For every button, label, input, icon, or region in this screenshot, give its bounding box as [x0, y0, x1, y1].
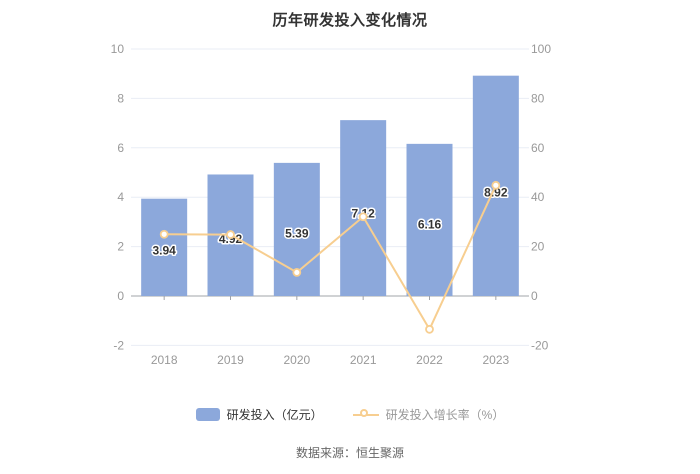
bar-value-label: 6.16: [418, 217, 442, 231]
y-axis-label-right: 60: [531, 141, 545, 155]
legend-label-growth-rate: 研发投入增长率（%）: [385, 408, 505, 422]
growth-point-2018: [159, 229, 169, 239]
growth-point-2019: [226, 230, 235, 239]
y-axis-label-right: 20: [531, 240, 545, 254]
growth-point-2022: [425, 324, 434, 334]
chart-title: 历年研发投入变化情况: [272, 12, 428, 29]
y-axis-label-left: 10: [111, 42, 125, 56]
growth-point-2020: [292, 268, 302, 277]
growth-line: [163, 184, 497, 331]
y-axis-label-right: 100: [531, 42, 551, 56]
y-axis-label-left: -2: [113, 338, 124, 352]
x-axis-label: 2022: [416, 353, 443, 367]
y-axis-label-left: 4: [117, 190, 124, 204]
y-axis-label-left: 0: [117, 289, 124, 303]
legend: 研发投入（亿元） 研发投入增长率（%）: [0, 406, 700, 423]
legend-item-rd-investment[interactable]: 研发投入（亿元）: [195, 406, 323, 423]
line-circle-icon: [352, 408, 379, 422]
y-axis-label-right: 40: [531, 190, 545, 204]
y-axis-label-left: 2: [117, 240, 124, 254]
legend-label-rd-investment: 研发投入（亿元）: [226, 408, 323, 422]
bar-2018: [141, 198, 188, 296]
growth-point-2023: [491, 180, 501, 190]
data-source: 数据来源：恒生聚源: [295, 446, 404, 460]
x-axis-label: 2020: [283, 353, 310, 367]
x-axis-label: 2018: [151, 353, 178, 367]
x-axis-label: 2019: [217, 353, 244, 367]
bar-value-label: 5.39: [285, 226, 309, 240]
bar-swatch-icon: [195, 408, 220, 421]
bar-2021: [340, 120, 387, 296]
legend-item-growth-rate[interactable]: 研发投入增长率（%）: [352, 406, 505, 423]
x-axis-label: 2021: [350, 353, 377, 367]
y-axis-label-right: 80: [531, 91, 545, 105]
bar-2022: [406, 143, 453, 296]
bar-value-label: 3.94: [152, 243, 176, 257]
x-axis-label: 2023: [482, 353, 509, 367]
y-axis-label-left: 6: [117, 141, 124, 155]
y-axis-label-right: -20: [531, 338, 549, 352]
y-axis-label-left: 8: [117, 91, 124, 105]
y-axis-label-right: 0: [531, 289, 538, 303]
growth-point-2021: [358, 212, 368, 222]
